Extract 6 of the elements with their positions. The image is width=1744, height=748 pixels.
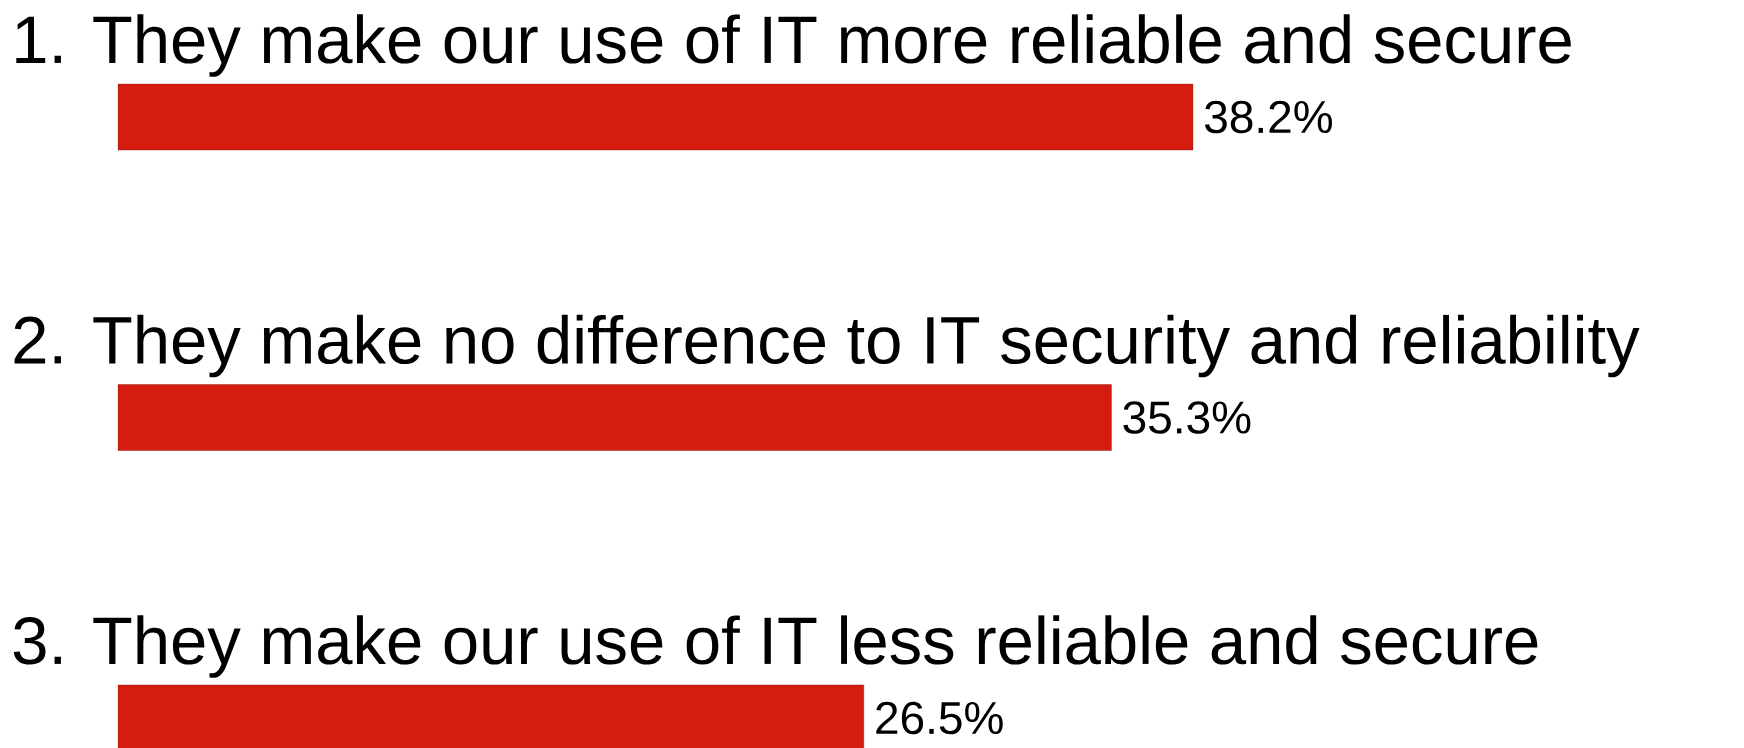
data-label: 35.3% xyxy=(1123,401,1251,434)
y-tick-label: 1. They make our use of IT more reliable and secure xyxy=(16,14,1571,77)
data-label: 26.5% xyxy=(876,701,1003,735)
y-tick-label: 2. They make no difference to IT security and reliability xyxy=(14,314,1640,378)
data-label: 38.2% xyxy=(1204,100,1332,134)
y-tick-label: 3. They make our use of IT less reliable and secure xyxy=(13,615,1538,678)
